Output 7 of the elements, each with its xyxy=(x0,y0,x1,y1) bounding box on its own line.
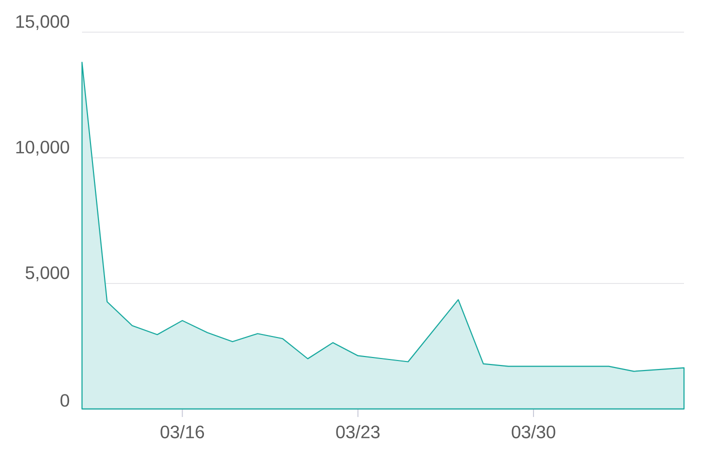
x-tick-label: 03/16 xyxy=(160,425,204,438)
y-tick-label: 10,000 xyxy=(16,140,70,156)
y-tick-label: 15,000 xyxy=(16,15,70,30)
x-tick-label: 03/30 xyxy=(512,425,556,438)
y-tick-label: 0 xyxy=(60,394,70,407)
y-tick-label: 5,000 xyxy=(26,266,70,282)
x-tick-label: 03/23 xyxy=(336,425,380,438)
